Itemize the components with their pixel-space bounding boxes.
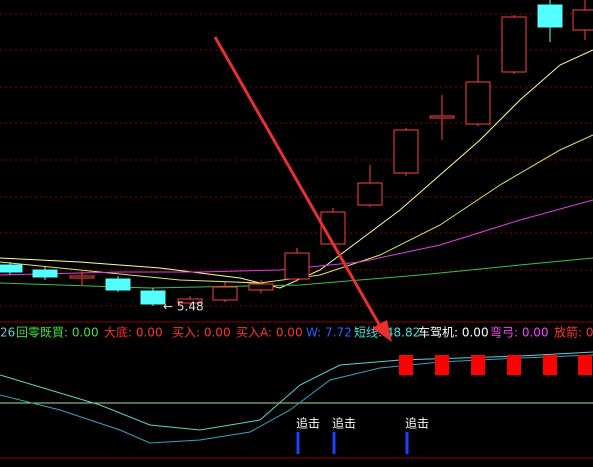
arrow [213, 36, 382, 327]
candle-body [69, 275, 95, 279]
candle-body [105, 278, 131, 291]
signal-label: 追击 [332, 416, 356, 431]
candle-body [177, 298, 203, 304]
indicator-item: 买入: 0.00 [172, 326, 231, 340]
ma-line [0, 199, 593, 276]
ma-line [0, 134, 593, 284]
arrow-head [372, 320, 392, 342]
signal-blocks [399, 355, 592, 375]
candle-body [501, 16, 527, 73]
candle-body [572, 9, 593, 31]
signal-label: 追击 [296, 416, 320, 431]
indicator-item: 26 [0, 326, 15, 340]
signal-block [435, 355, 449, 375]
signal-block [543, 355, 557, 375]
signal-block [471, 355, 485, 375]
candle-body [0, 264, 23, 273]
candle-body [248, 283, 274, 291]
signal-label: 追击 [405, 416, 429, 431]
candle-body [537, 4, 563, 28]
ma-line [0, 49, 593, 289]
price-label: ← 5.48 [163, 300, 204, 314]
candle-body [357, 182, 383, 206]
candle-body [284, 252, 310, 280]
indicator-item: 回零既買: 0.00 [16, 326, 99, 340]
signal-block [399, 355, 413, 375]
indicator-item: 买入A: 0.00 [236, 326, 303, 340]
candle-body [429, 115, 455, 119]
indicator-bar: 26 回零既買: 0.00 大底: 0.00 买入: 0.00 买入A: 0.00 W: … [0, 325, 593, 340]
candle-body [393, 129, 419, 174]
indicator-item: 大底: 0.00 [104, 325, 163, 340]
candles [0, 0, 593, 306]
indicator-line [0, 354, 593, 444]
indicator-item: 弯弓: 0.00 [490, 325, 549, 340]
signal-block [578, 355, 592, 375]
indicator-item: 车驾机: 0.00 [418, 325, 489, 340]
candle-body [465, 81, 491, 125]
indicator-item: 放箭: 0 [554, 325, 593, 340]
candle-body [140, 290, 166, 305]
indicator-line [0, 351, 593, 431]
signals: 追击 追击 追击 [296, 416, 429, 454]
candle-body [32, 269, 58, 278]
candle-body [212, 286, 238, 301]
indicator-item: W: 7.72 [306, 326, 352, 340]
signal-block [507, 355, 521, 375]
